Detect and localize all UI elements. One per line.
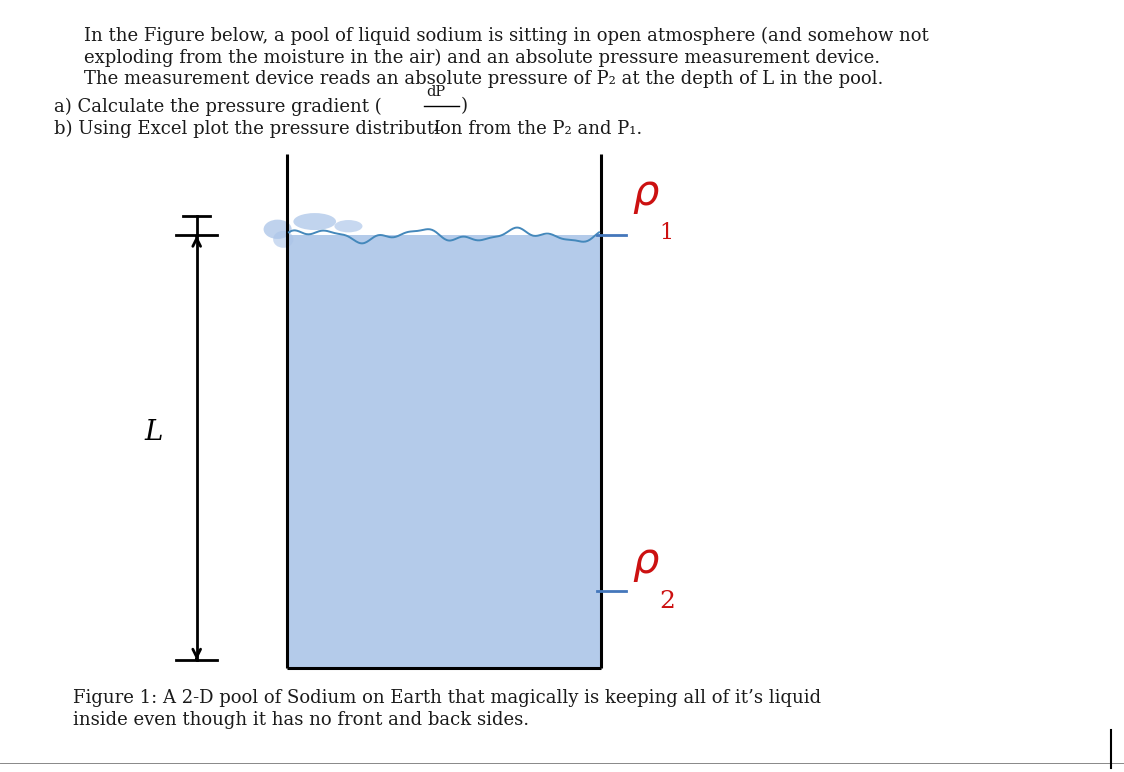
Text: ): ) (461, 97, 468, 115)
Text: The measurement device reads an absolute pressure of P₂ at the depth of L in the: The measurement device reads an absolute… (84, 70, 883, 88)
Text: a) Calculate the pressure gradient (: a) Calculate the pressure gradient ( (54, 97, 382, 116)
Text: 2: 2 (660, 590, 676, 613)
Ellipse shape (335, 220, 362, 232)
Text: L: L (433, 120, 443, 134)
Bar (287, 235, 601, 668)
Text: inside even though it has no front and back sides.: inside even though it has no front and b… (73, 711, 529, 729)
Ellipse shape (263, 219, 292, 239)
Text: dP: dP (426, 85, 445, 99)
Text: Figure 1: A 2-D pool of Sodium on Earth that magically is keeping all of it’s li: Figure 1: A 2-D pool of Sodium on Earth … (73, 689, 822, 707)
Ellipse shape (273, 231, 293, 248)
Text: $\rho$: $\rho$ (632, 174, 660, 216)
Text: $\rho$: $\rho$ (632, 543, 660, 584)
Ellipse shape (293, 213, 336, 230)
Text: b) Using Excel plot the pressure distribution from the P₂ and P₁.: b) Using Excel plot the pressure distrib… (54, 120, 642, 138)
Text: In the Figure below, a pool of liquid sodium is sitting in open atmosphere (and : In the Figure below, a pool of liquid so… (84, 27, 930, 46)
Text: 1: 1 (660, 222, 674, 244)
Text: exploding from the moisture in the air) and an absolute pressure measurement dev: exploding from the moisture in the air) … (84, 49, 880, 67)
Text: L: L (145, 419, 163, 445)
